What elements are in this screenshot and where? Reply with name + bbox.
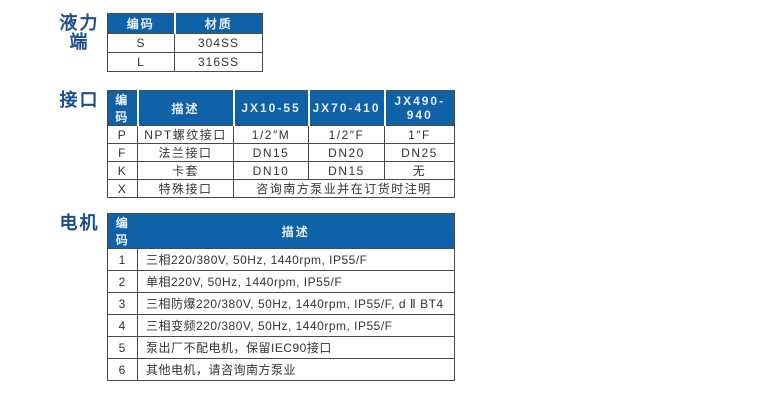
code-cell: S: [107, 33, 175, 53]
jx70-410-cell: DN15: [308, 161, 385, 180]
description-cell: 三相防爆220/380V, 50Hz, 1440rpm, IP55/F, d Ⅱ…: [137, 292, 455, 315]
table-row: 2 单相220V, 50Hz, 1440rpm, IP55/F: [107, 270, 455, 293]
table-row: 1 三相220/380V, 50Hz, 1440rpm, IP55/F: [107, 248, 455, 271]
section-title-motor: 电机: [57, 213, 102, 233]
table-row: P NPT螺纹接口 1/2″M 1/2″F 1″F: [107, 125, 455, 144]
table-row: 3 三相防爆220/380V, 50Hz, 1440rpm, IP55/F, d…: [107, 292, 455, 315]
section-title-interface: 接口: [57, 90, 102, 110]
column-header-code: 编码: [107, 213, 138, 249]
description-cell: 三相220/380V, 50Hz, 1440rpm, IP55/F: [137, 248, 455, 271]
code-cell: 1: [107, 248, 138, 271]
column-header-material: 材质: [173, 13, 263, 34]
code-cell: K: [107, 161, 138, 180]
jx70-410-cell: DN20: [308, 143, 385, 162]
description-cell: 其他电机，请咨询南方泵业: [137, 358, 455, 381]
description-cell: 特殊接口: [137, 179, 234, 198]
section-title-line: 电机: [59, 213, 100, 233]
table-row: F 法兰接口 DN15 DN20 DN25: [107, 143, 455, 162]
code-cell: 4: [107, 314, 138, 337]
interface-table: 编码 描述 JX10-55 JX70-410 JX490-940 P NPT螺纹…: [107, 90, 455, 198]
table-row: 6 其他电机，请咨询南方泵业: [107, 358, 455, 381]
special-note-cell: 咨询南方泵业并在订货时注明: [233, 179, 455, 198]
material-cell: 304SS: [174, 33, 263, 53]
section-title-hydraulic-end: 液力 端: [57, 13, 102, 52]
section-interface: 接口 编码 描述 JX10-55 JX70-410 JX490-940 P NP…: [57, 90, 455, 198]
column-header-jx10-55: JX10-55: [232, 90, 309, 126]
section-title-line: 端: [69, 32, 90, 52]
table-row: L 316SS: [107, 52, 263, 72]
description-cell: 卡套: [137, 161, 234, 180]
code-cell: 3: [107, 292, 138, 315]
column-header-jx490-940: JX490-940: [383, 90, 455, 126]
header-row: 编码 材质: [107, 13, 263, 34]
table-row: S 304SS: [107, 33, 263, 53]
column-header-code: 编码: [107, 13, 175, 34]
material-cell: 316SS: [174, 52, 263, 72]
section-hydraulic-end: 液力 端 编码 材质 S 304SS L 316SS: [57, 13, 263, 72]
jx10-55-cell: DN15: [233, 143, 309, 162]
jx490-940-cell: 1″F: [384, 125, 455, 144]
code-cell: F: [107, 143, 138, 162]
jx490-940-cell: DN25: [384, 143, 455, 162]
table-row: K 卡套 DN10 DN15 无: [107, 161, 455, 180]
jx70-410-cell: 1/2″F: [308, 125, 385, 144]
column-header-description: 描述: [137, 213, 455, 249]
code-cell: 6: [107, 358, 138, 381]
header-row: 编码 描述: [107, 213, 455, 249]
section-title-line: 液力: [59, 13, 100, 33]
code-cell: L: [107, 52, 175, 72]
section-motor: 电机 编码 描述 1 三相220/380V, 50Hz, 1440rpm, IP…: [57, 213, 455, 381]
table-row: 5 泵出厂不配电机，保留IEC90接口: [107, 336, 455, 359]
column-header-code: 编码: [107, 90, 138, 126]
section-title-line: 接口: [59, 90, 100, 110]
code-cell: X: [107, 179, 138, 198]
code-cell: P: [107, 125, 138, 144]
description-cell: 法兰接口: [137, 143, 234, 162]
table-row: X 特殊接口 咨询南方泵业并在订货时注明: [107, 179, 455, 198]
description-cell: NPT螺纹接口: [137, 125, 234, 144]
header-row: 编码 描述 JX10-55 JX70-410 JX490-940: [107, 90, 455, 126]
jx10-55-cell: DN10: [233, 161, 309, 180]
column-header-jx70-410: JX70-410: [307, 90, 385, 126]
description-cell: 三相变频220/380V, 50Hz, 1440rpm, IP55/F: [137, 314, 455, 337]
description-cell: 泵出厂不配电机，保留IEC90接口: [137, 336, 455, 359]
table-row: 4 三相变频220/380V, 50Hz, 1440rpm, IP55/F: [107, 314, 455, 337]
description-cell: 单相220V, 50Hz, 1440rpm, IP55/F: [137, 270, 455, 293]
code-cell: 2: [107, 270, 138, 293]
jx10-55-cell: 1/2″M: [233, 125, 309, 144]
jx490-940-cell: 无: [384, 161, 455, 180]
hydraulic-end-table: 编码 材质 S 304SS L 316SS: [107, 13, 263, 72]
column-header-description: 描述: [136, 90, 234, 126]
code-cell: 5: [107, 336, 138, 359]
motor-table: 编码 描述 1 三相220/380V, 50Hz, 1440rpm, IP55/…: [107, 213, 455, 381]
